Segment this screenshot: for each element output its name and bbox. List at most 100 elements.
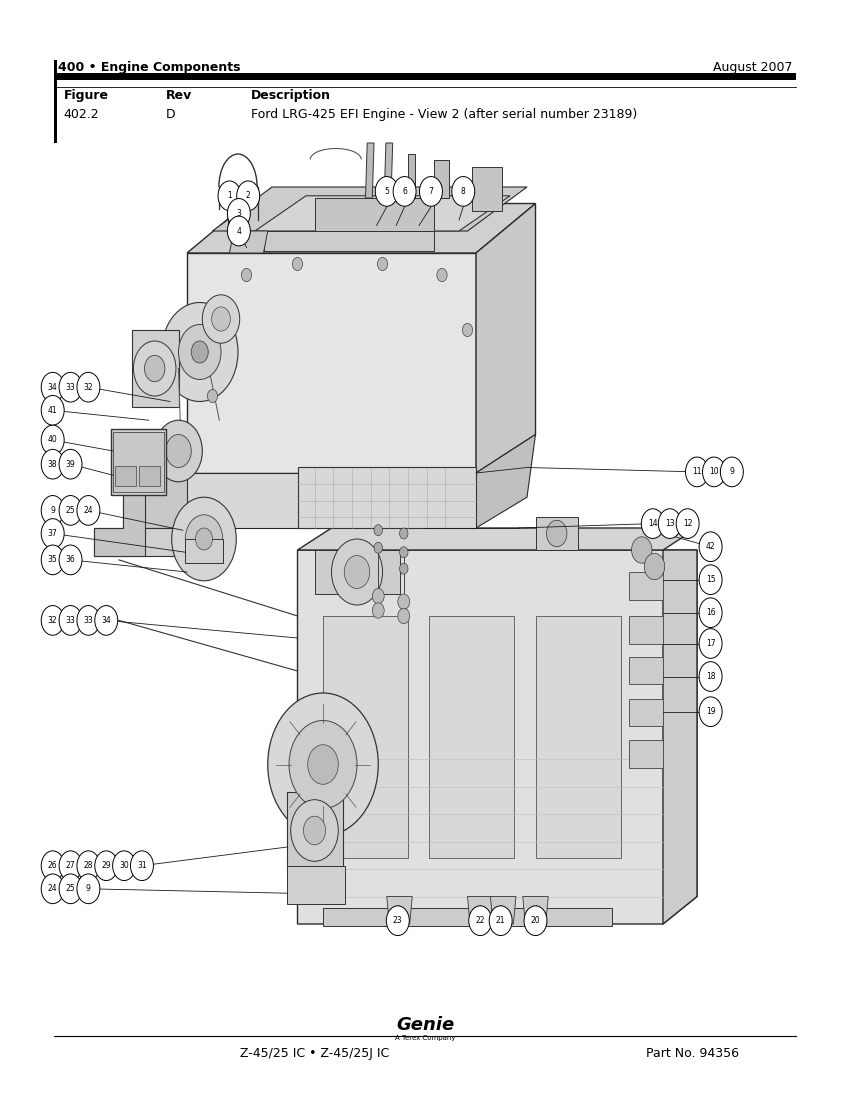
Polygon shape	[434, 160, 449, 198]
Circle shape	[196, 528, 212, 550]
Text: 24: 24	[83, 506, 94, 515]
Polygon shape	[187, 253, 476, 473]
Circle shape	[228, 216, 251, 246]
Text: Genie: Genie	[396, 1016, 454, 1034]
Circle shape	[419, 177, 442, 207]
Circle shape	[166, 434, 191, 468]
Text: 41: 41	[48, 406, 58, 415]
Text: 5: 5	[384, 187, 389, 196]
Circle shape	[632, 537, 652, 563]
Circle shape	[291, 800, 338, 861]
Circle shape	[462, 323, 473, 337]
Circle shape	[59, 851, 82, 880]
Text: 400 • Engine Components: 400 • Engine Components	[58, 60, 241, 74]
Bar	[264, 231, 434, 251]
Circle shape	[241, 268, 252, 282]
Text: 30: 30	[119, 861, 129, 870]
Text: 28: 28	[83, 861, 94, 870]
Text: 18: 18	[706, 672, 716, 681]
Circle shape	[308, 745, 338, 784]
Text: 33: 33	[65, 383, 76, 392]
Polygon shape	[94, 468, 144, 556]
Text: 13: 13	[665, 519, 675, 528]
Circle shape	[41, 372, 64, 402]
Text: 20: 20	[530, 916, 541, 925]
Text: 2: 2	[246, 191, 251, 200]
Polygon shape	[94, 528, 187, 556]
Text: 23: 23	[393, 916, 403, 925]
Text: 31: 31	[137, 861, 147, 870]
Circle shape	[289, 720, 357, 808]
Circle shape	[699, 598, 722, 627]
Polygon shape	[212, 187, 527, 231]
Bar	[629, 657, 663, 684]
Circle shape	[677, 508, 699, 539]
Text: 9: 9	[50, 506, 55, 515]
Circle shape	[641, 508, 665, 539]
Circle shape	[95, 851, 117, 880]
Circle shape	[76, 495, 99, 526]
Circle shape	[699, 565, 722, 594]
Text: 22: 22	[475, 916, 485, 925]
Circle shape	[76, 851, 99, 880]
Circle shape	[191, 341, 208, 363]
Text: 9: 9	[729, 468, 734, 476]
Polygon shape	[230, 231, 268, 253]
Circle shape	[489, 906, 512, 935]
Circle shape	[372, 603, 384, 618]
Circle shape	[41, 873, 64, 904]
Circle shape	[112, 851, 135, 880]
Circle shape	[59, 449, 82, 480]
Circle shape	[41, 544, 64, 574]
Polygon shape	[187, 204, 536, 253]
Text: 402.2: 402.2	[64, 108, 99, 121]
Circle shape	[452, 177, 474, 207]
Polygon shape	[490, 896, 516, 924]
Text: 17: 17	[706, 639, 716, 648]
Bar	[185, 539, 223, 563]
Text: 9: 9	[86, 884, 91, 893]
Circle shape	[699, 628, 722, 658]
Text: August 2007: August 2007	[712, 60, 792, 74]
Circle shape	[344, 556, 370, 588]
Bar	[139, 466, 160, 486]
Circle shape	[162, 302, 238, 402]
Polygon shape	[323, 908, 612, 926]
Circle shape	[547, 520, 567, 547]
Circle shape	[377, 257, 388, 271]
Circle shape	[207, 389, 218, 403]
Bar	[314, 198, 434, 231]
Text: 16: 16	[706, 608, 716, 617]
Bar	[472, 167, 502, 211]
Text: 26: 26	[48, 861, 58, 870]
Text: 37: 37	[48, 529, 58, 538]
Circle shape	[41, 395, 64, 425]
Circle shape	[185, 515, 223, 563]
Circle shape	[303, 816, 326, 845]
Polygon shape	[387, 896, 412, 924]
Circle shape	[437, 268, 447, 282]
Polygon shape	[298, 550, 697, 924]
Text: 29: 29	[101, 861, 111, 870]
Text: 14: 14	[648, 519, 658, 528]
Polygon shape	[408, 154, 415, 198]
Polygon shape	[523, 896, 548, 924]
Text: 3: 3	[236, 209, 241, 218]
Circle shape	[41, 519, 64, 549]
Bar	[536, 616, 620, 858]
Text: 12: 12	[683, 519, 693, 528]
Circle shape	[41, 425, 64, 455]
Text: 15: 15	[706, 575, 716, 584]
Text: Part No. 94356: Part No. 94356	[647, 1047, 740, 1060]
Circle shape	[131, 851, 153, 880]
Text: 1: 1	[227, 191, 232, 200]
Circle shape	[699, 661, 722, 692]
Bar	[110, 429, 166, 495]
Circle shape	[178, 324, 221, 380]
Circle shape	[59, 372, 82, 402]
Circle shape	[374, 542, 382, 553]
Polygon shape	[153, 473, 476, 528]
Circle shape	[236, 182, 260, 211]
Text: Z-45/25 IC • Z-45/25J IC: Z-45/25 IC • Z-45/25J IC	[240, 1047, 389, 1060]
Bar	[429, 616, 514, 858]
